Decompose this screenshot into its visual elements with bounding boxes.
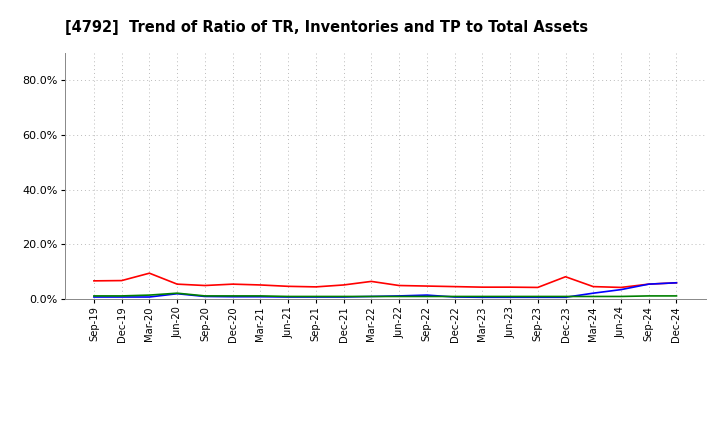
Trade Payables (672, 293, 681, 299)
Trade Receivables (672, 280, 681, 286)
Inventories (672, 280, 681, 286)
Inventories (173, 291, 181, 297)
Inventories (117, 294, 126, 300)
Inventories (367, 294, 376, 299)
Trade Payables (450, 294, 459, 299)
Trade Payables (201, 293, 210, 299)
Trade Receivables (395, 283, 403, 288)
Trade Receivables (534, 285, 542, 290)
Trade Receivables (450, 284, 459, 289)
Trade Payables (644, 293, 653, 299)
Inventories (256, 294, 265, 299)
Line: Trade Payables: Trade Payables (94, 293, 677, 297)
Inventories (89, 294, 98, 300)
Trade Receivables (173, 282, 181, 287)
Trade Payables (145, 293, 154, 298)
Trade Receivables (644, 282, 653, 287)
Inventories (589, 290, 598, 296)
Trade Payables (339, 294, 348, 299)
Trade Payables (173, 290, 181, 296)
Trade Payables (478, 294, 487, 299)
Inventories (505, 295, 514, 300)
Trade Receivables (589, 284, 598, 289)
Trade Receivables (616, 285, 625, 290)
Trade Payables (117, 293, 126, 299)
Trade Payables (505, 294, 514, 299)
Trade Payables (616, 294, 625, 299)
Trade Receivables (505, 285, 514, 290)
Trade Receivables (256, 282, 265, 288)
Trade Payables (561, 294, 570, 299)
Trade Payables (284, 294, 292, 299)
Inventories (534, 295, 542, 300)
Inventories (561, 295, 570, 300)
Trade Payables (312, 294, 320, 299)
Trade Receivables (228, 282, 237, 287)
Trade Receivables (201, 283, 210, 288)
Inventories (395, 293, 403, 299)
Trade Payables (256, 293, 265, 299)
Inventories (423, 293, 431, 298)
Line: Inventories: Inventories (94, 283, 677, 297)
Trade Receivables (561, 274, 570, 279)
Inventories (339, 294, 348, 300)
Inventories (616, 287, 625, 292)
Trade Receivables (284, 284, 292, 289)
Inventories (201, 294, 210, 299)
Trade Receivables (117, 278, 126, 283)
Inventories (450, 294, 459, 300)
Trade Payables (89, 293, 98, 299)
Inventories (284, 294, 292, 300)
Inventories (312, 294, 320, 300)
Trade Receivables (423, 283, 431, 289)
Trade Payables (589, 294, 598, 299)
Inventories (228, 294, 237, 299)
Trade Payables (534, 294, 542, 299)
Trade Payables (367, 294, 376, 299)
Trade Payables (228, 293, 237, 299)
Trade Receivables (367, 279, 376, 284)
Inventories (145, 294, 154, 300)
Inventories (644, 282, 653, 287)
Trade Receivables (145, 271, 154, 276)
Trade Receivables (89, 278, 98, 283)
Trade Receivables (339, 282, 348, 288)
Line: Trade Receivables: Trade Receivables (94, 273, 677, 287)
Text: [4792]  Trend of Ratio of TR, Inventories and TP to Total Assets: [4792] Trend of Ratio of TR, Inventories… (65, 20, 588, 35)
Inventories (478, 295, 487, 300)
Trade Payables (395, 294, 403, 299)
Trade Receivables (478, 285, 487, 290)
Trade Payables (423, 294, 431, 299)
Trade Receivables (312, 284, 320, 290)
